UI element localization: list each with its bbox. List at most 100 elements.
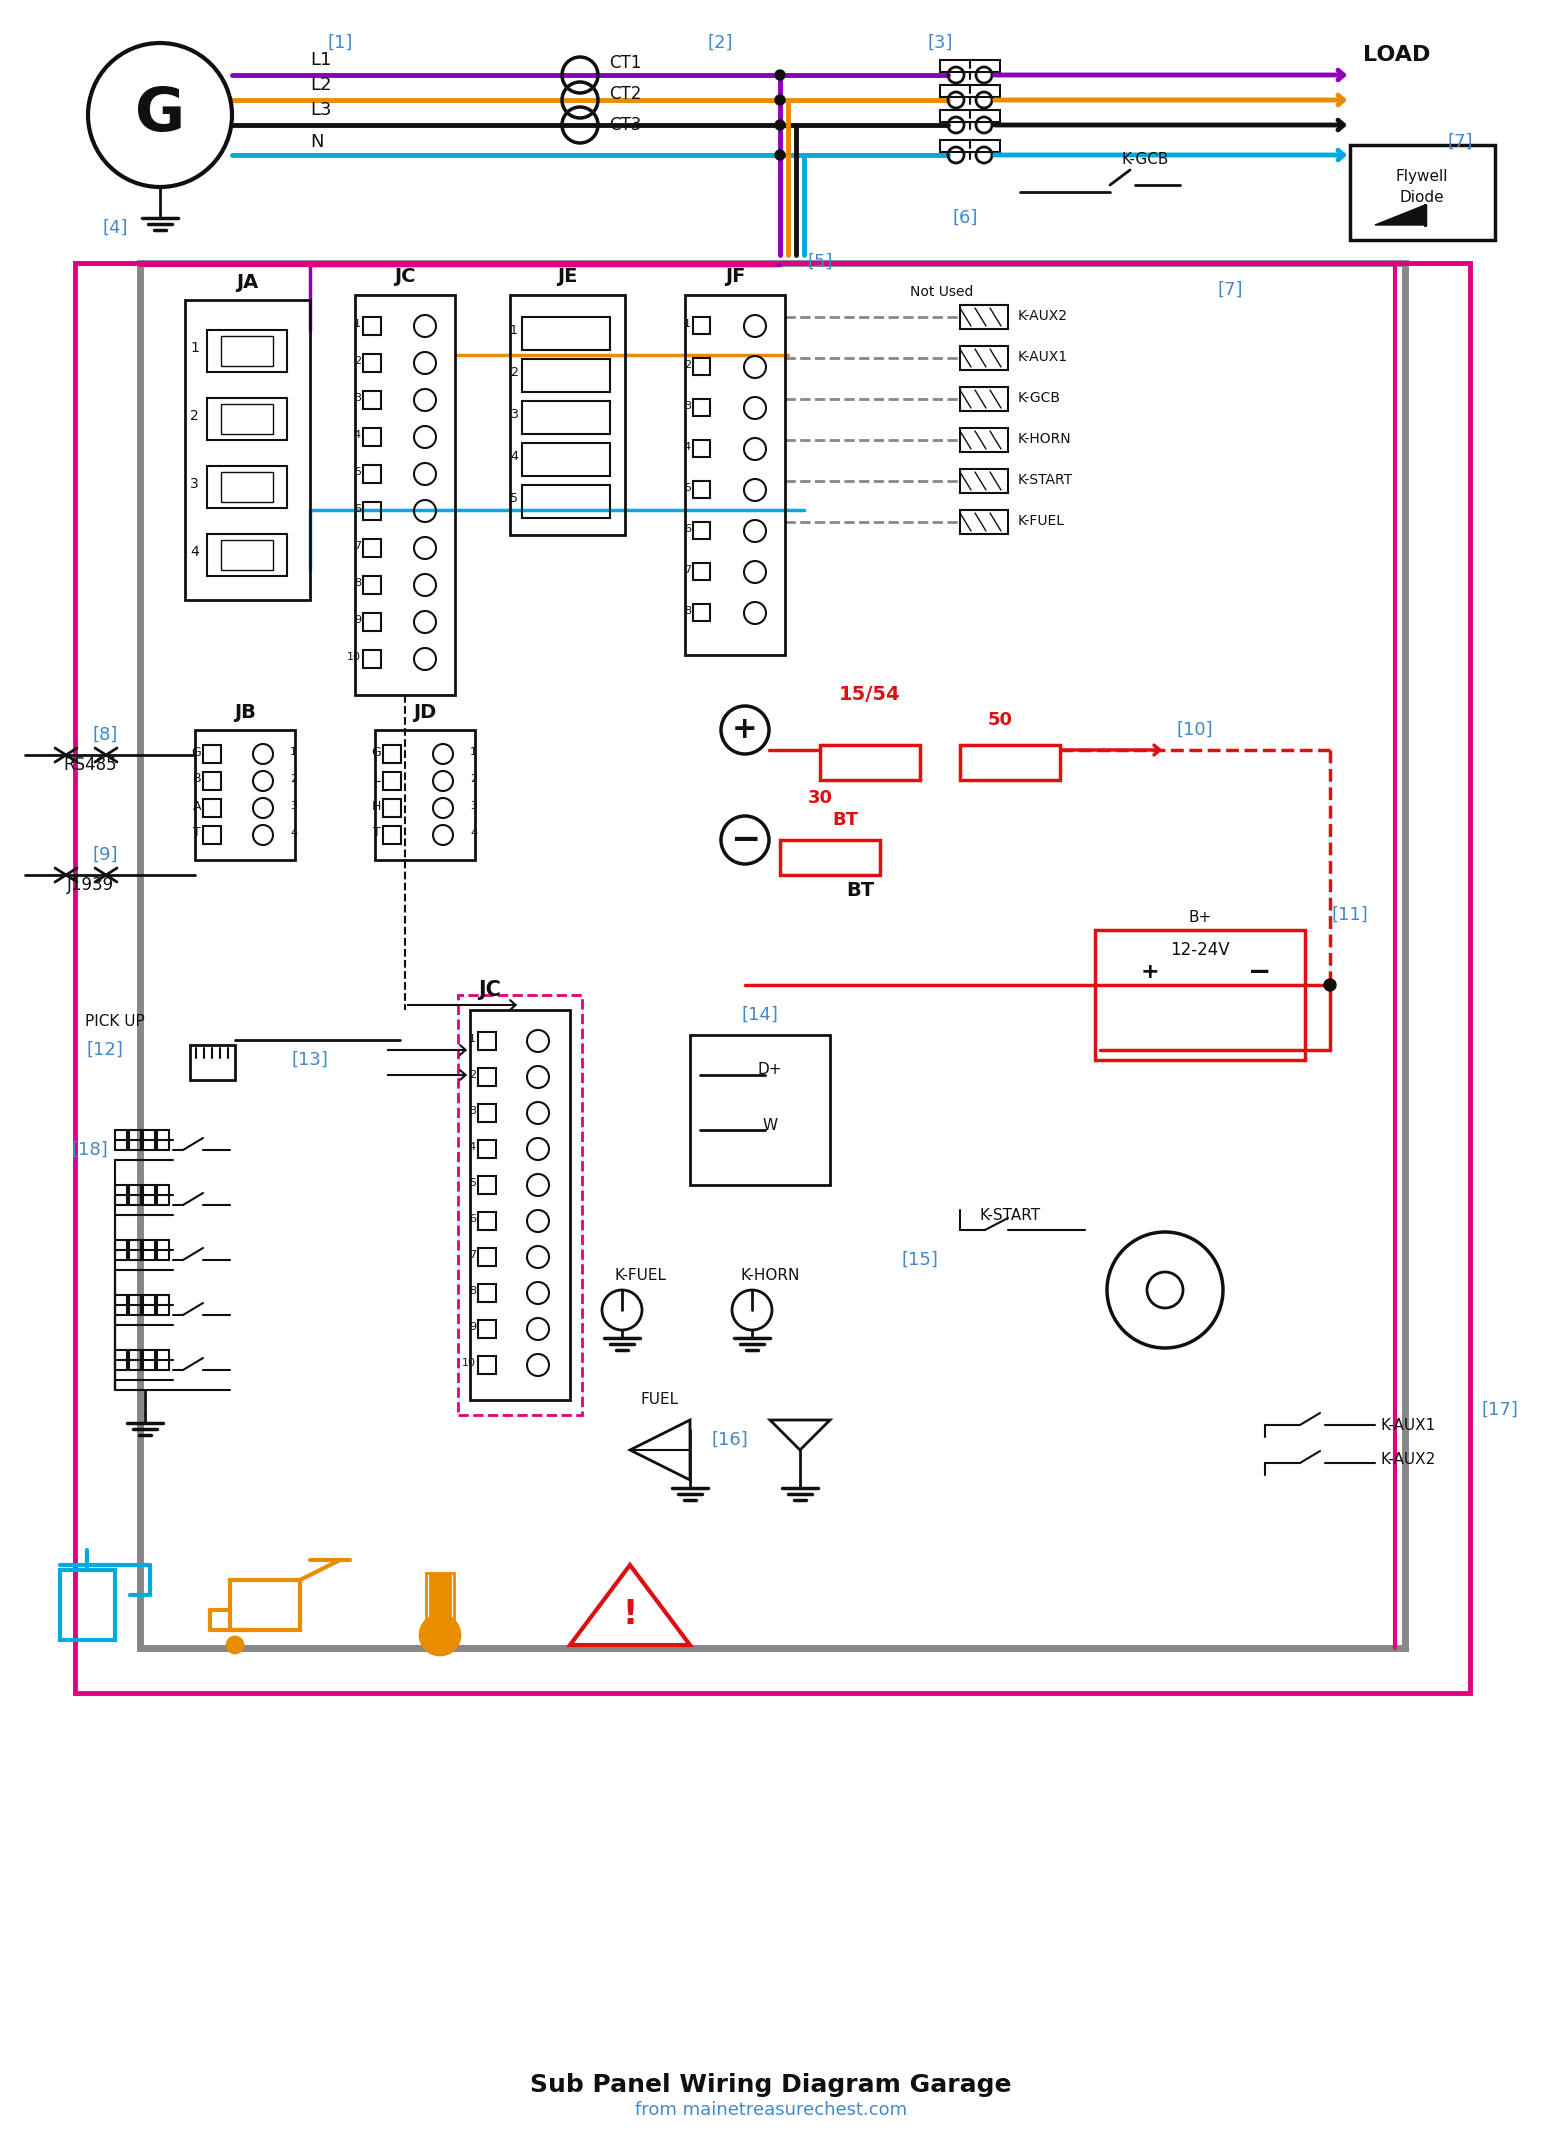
Bar xyxy=(470,1010,571,1400)
Bar xyxy=(961,345,1008,371)
Bar xyxy=(510,294,625,535)
Text: 2: 2 xyxy=(683,360,691,371)
Bar xyxy=(692,439,709,456)
Circle shape xyxy=(1325,978,1335,991)
Text: K-HORN: K-HORN xyxy=(1018,433,1072,445)
Bar xyxy=(692,318,709,335)
Text: 3: 3 xyxy=(469,1106,476,1117)
Text: 6: 6 xyxy=(685,524,691,535)
Text: 6: 6 xyxy=(469,1215,476,1223)
Text: G: G xyxy=(136,85,185,145)
Bar xyxy=(185,300,310,601)
Text: 1: 1 xyxy=(355,320,361,328)
Bar xyxy=(382,827,401,844)
Bar xyxy=(362,575,381,595)
Bar xyxy=(143,1351,156,1370)
Text: 5: 5 xyxy=(510,492,518,505)
Bar xyxy=(130,1185,140,1204)
Text: K-AUX1: K-AUX1 xyxy=(1018,349,1069,364)
Text: 2: 2 xyxy=(353,356,361,367)
Text: K-FUEL: K-FUEL xyxy=(614,1268,666,1283)
Text: 8: 8 xyxy=(353,578,361,588)
Bar xyxy=(478,1068,497,1087)
Bar xyxy=(116,1240,126,1259)
Text: FUEL: FUEL xyxy=(641,1392,678,1406)
Circle shape xyxy=(776,119,785,130)
Bar xyxy=(941,85,1001,98)
Text: [8]: [8] xyxy=(93,727,117,744)
Bar xyxy=(382,746,401,763)
Text: CT2: CT2 xyxy=(609,85,641,102)
Text: 4: 4 xyxy=(469,1142,476,1153)
Text: Sub Panel Wiring Diagram Garage: Sub Panel Wiring Diagram Garage xyxy=(530,2073,1012,2097)
Text: 10: 10 xyxy=(463,1357,476,1368)
Text: 3: 3 xyxy=(685,401,691,411)
Text: [17]: [17] xyxy=(1482,1400,1519,1419)
Text: 3: 3 xyxy=(290,801,298,812)
Bar xyxy=(116,1296,126,1315)
Bar xyxy=(362,650,381,667)
Text: JE: JE xyxy=(557,269,577,286)
Bar xyxy=(961,388,1008,411)
Bar xyxy=(362,539,381,556)
Text: Diode: Diode xyxy=(1400,190,1445,205)
Bar xyxy=(143,1296,156,1315)
Text: [7]: [7] xyxy=(1448,132,1473,151)
Bar xyxy=(190,1044,234,1080)
Bar xyxy=(362,503,381,520)
Text: 1: 1 xyxy=(685,320,691,328)
Text: K-AUX2: K-AUX2 xyxy=(1380,1453,1436,1468)
Circle shape xyxy=(419,1615,460,1656)
Text: G: G xyxy=(191,746,200,759)
Text: [5]: [5] xyxy=(808,254,833,271)
Text: RS485: RS485 xyxy=(63,757,117,774)
Bar xyxy=(478,1176,497,1193)
Text: CT1: CT1 xyxy=(609,53,641,72)
Bar xyxy=(692,522,709,539)
Bar xyxy=(355,294,455,695)
Text: 4: 4 xyxy=(190,546,199,558)
Text: 1: 1 xyxy=(470,748,476,757)
Bar xyxy=(207,398,287,439)
Bar xyxy=(382,799,401,816)
Text: 1: 1 xyxy=(510,324,518,337)
Bar xyxy=(523,401,611,435)
Text: H: H xyxy=(372,799,381,812)
Bar xyxy=(130,1129,140,1151)
Text: K-GCB: K-GCB xyxy=(1018,390,1061,405)
Text: 3: 3 xyxy=(510,409,518,422)
Bar xyxy=(130,1351,140,1370)
Text: CT3: CT3 xyxy=(609,115,641,134)
Bar xyxy=(426,1573,453,1637)
Text: 30: 30 xyxy=(808,788,833,808)
Text: W: W xyxy=(762,1117,777,1132)
Bar xyxy=(230,1579,301,1630)
Polygon shape xyxy=(1375,205,1425,226)
Text: 5: 5 xyxy=(685,484,691,492)
Bar xyxy=(692,603,709,620)
Bar xyxy=(478,1285,497,1302)
Text: N: N xyxy=(310,132,324,151)
Text: T: T xyxy=(193,827,200,840)
Bar xyxy=(478,1213,497,1230)
Bar xyxy=(140,262,1405,1647)
Bar xyxy=(692,482,709,499)
Bar xyxy=(689,1036,830,1185)
Bar xyxy=(221,405,273,435)
Text: 4: 4 xyxy=(470,829,476,837)
Bar xyxy=(478,1355,497,1374)
Text: 5: 5 xyxy=(355,467,361,477)
Bar xyxy=(961,428,1008,452)
Text: K-AUX2: K-AUX2 xyxy=(1018,309,1069,324)
Text: JC: JC xyxy=(395,269,416,286)
Text: 7: 7 xyxy=(683,565,691,575)
Text: !: ! xyxy=(623,1598,637,1632)
Bar xyxy=(362,428,381,445)
Text: [6]: [6] xyxy=(953,209,978,228)
Text: T: T xyxy=(373,827,381,840)
Bar xyxy=(478,1140,497,1157)
Text: K-FUEL: K-FUEL xyxy=(1018,514,1066,528)
Bar xyxy=(692,563,709,580)
Text: [11]: [11] xyxy=(1332,906,1368,925)
Bar xyxy=(478,1319,497,1338)
